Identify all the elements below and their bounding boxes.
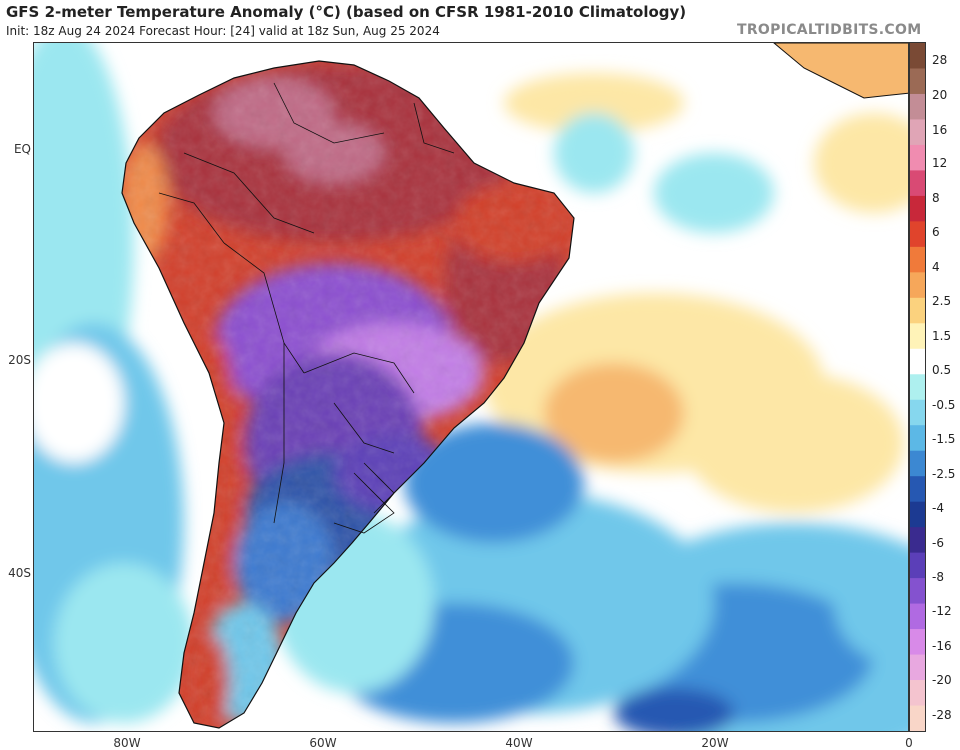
anomaly-map [33,42,909,732]
colorbar-label: 16 [932,123,948,137]
ocean-anomaly-field [34,43,908,731]
colorbar-label: -4 [932,501,944,515]
colorbar-label: 4 [932,260,940,274]
colorbar-band [910,654,925,681]
lon-label-40w: 40W [505,736,533,750]
colorbar-gradient [910,43,925,732]
source-watermark: TROPICALTIDBITS.COM [737,22,922,38]
colorbar-band [910,68,925,95]
map-canvas [34,43,908,731]
colorbar-band [910,272,925,299]
colorbar-band [910,170,925,197]
africa-landmass [774,43,908,98]
colorbar-band [910,348,925,375]
colorbar-band [910,195,925,222]
colorbar-label: 6 [932,225,940,239]
colorbar-band [910,399,925,426]
colorbar-label: -0.5 [932,398,956,412]
colorbar [909,42,926,732]
colorbar-band [910,374,925,401]
colorbar-label: 1.5 [932,329,952,343]
colorbar-label: -6 [932,536,944,550]
colorbar-label: -2.5 [932,467,956,481]
colorbar-label: -20 [932,673,952,687]
colorbar-band [910,221,925,248]
chart-header: GFS 2-meter Temperature Anomaly (°C) (ba… [0,0,960,42]
colorbar-band [910,705,925,732]
colorbar-band [910,552,925,579]
colorbar-band [910,119,925,146]
forecast-info: Init: 18z Aug 24 2024 Forecast Hour: [24… [6,24,440,38]
colorbar-band [910,246,925,273]
lat-label-20s: 20S [8,353,31,367]
colorbar-band [910,476,925,503]
colorbar-label: 8 [932,191,940,205]
colorbar-band [910,43,925,70]
lon-label-80w: 80W [113,736,141,750]
country-borders [158,82,455,534]
colorbar-band [910,501,925,528]
colorbar-label: 20 [932,88,948,102]
colorbar-band [910,629,925,656]
colorbar-label: -12 [932,604,952,618]
lon-label-20w: 20W [701,736,729,750]
colorbar-label: 0.5 [932,363,952,377]
colorbar-label: -16 [932,639,952,653]
colorbar-band [910,297,925,324]
colorbar-band [910,144,925,172]
lat-label-40s: 40S [8,566,31,580]
colorbar-band [910,425,925,452]
chart-title: GFS 2-meter Temperature Anomaly (°C) (ba… [6,3,687,21]
colorbar-label: 2.5 [932,294,952,308]
colorbar-band [910,323,925,350]
lat-label-eq: EQ [13,142,31,156]
lon-label-0: 0 [905,736,913,750]
colorbar-band [910,450,925,477]
colorbar-band [910,578,925,605]
africa-coastline [773,43,908,99]
colorbar-label: -28 [932,708,952,722]
colorbar-label: -1.5 [932,432,956,446]
colorbar-label: 28 [932,53,948,67]
colorbar-label: -8 [932,570,944,584]
colorbar-band [910,527,925,554]
colorbar-band [910,680,925,707]
south-america-coastline [121,60,575,729]
lon-label-60w: 60W [309,736,337,750]
colorbar-band [910,603,925,630]
colorbar-band [910,93,925,121]
colorbar-label: 12 [932,156,948,170]
